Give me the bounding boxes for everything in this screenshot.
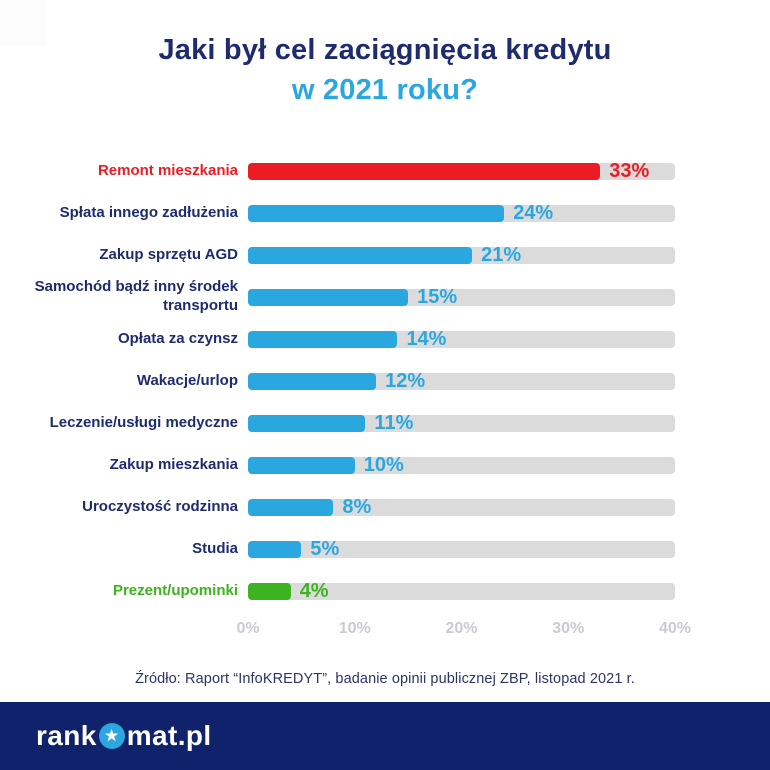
value-label: 21% <box>481 244 522 266</box>
chart-row: Wakacje/urlop 12% <box>0 360 770 402</box>
bar-track-wrap: 24% <box>248 202 675 224</box>
bar <box>248 288 409 306</box>
bar-track: 24% <box>248 202 675 224</box>
chart-row: Studia 5% <box>0 528 770 570</box>
category-label: Zakup mieszkania <box>109 455 238 473</box>
bar <box>248 582 291 600</box>
corner-watermark <box>0 0 46 46</box>
bar-chart: Remont mieszkania 33% Spłata innego zadłuż… <box>0 150 770 642</box>
bar-track: 21% <box>248 244 675 266</box>
value-label: 14% <box>406 328 447 350</box>
bar-track-wrap: 14% <box>248 328 675 350</box>
bar-track: 10% <box>248 454 675 476</box>
title-line-2: w 2021 roku? <box>291 74 479 107</box>
x-axis-tick: 40% <box>658 620 692 637</box>
chart-row: Zakup mieszkania 10% <box>0 444 770 486</box>
category-label: Zakup sprzętu AGD <box>99 245 238 263</box>
bar-track-wrap: 8% <box>248 496 675 518</box>
bar-track-wrap: 11% <box>248 412 675 434</box>
value-label: 4% <box>299 580 329 602</box>
bar <box>248 540 302 558</box>
category-label: Leczenie/usługi medyczne <box>49 413 238 431</box>
value-label: 8% <box>342 496 372 518</box>
value-label: 12% <box>385 370 426 392</box>
footer-bar: rank ★ mat.pl <box>0 702 770 770</box>
bar-track: 5% <box>248 538 675 560</box>
chart-row: Remont mieszkania 33% <box>0 150 770 192</box>
bar <box>248 204 505 222</box>
bar-track-wrap: 12% <box>248 370 675 392</box>
logo-text-prefix: rank <box>36 720 97 751</box>
bar-track: 8% <box>248 496 675 518</box>
chart-row: Samochód bądź inny środek transportu 15% <box>0 276 770 318</box>
value-label: 33% <box>609 160 650 182</box>
x-axis-tick: 0% <box>236 620 260 637</box>
value-label: 11% <box>374 412 414 434</box>
rankomat-logo: rank ★ mat.pl <box>36 720 212 752</box>
bar-track: 11% <box>248 412 675 434</box>
chart-row: Leczenie/usługi medyczne 11% <box>0 402 770 444</box>
category-label: Studia <box>192 539 238 557</box>
source-note: Źródło: Raport “InfoKREDYT”, badanie opi… <box>135 671 635 687</box>
bar-track: 12% <box>248 370 675 392</box>
bar <box>248 414 366 432</box>
bar-track: 14% <box>248 328 675 350</box>
bar-track-wrap: 4% <box>248 580 675 602</box>
category-label: Wakacje/urlop <box>136 371 238 389</box>
bar-track-wrap: 10% <box>248 454 675 476</box>
category-label: Prezent/upominki <box>112 581 238 599</box>
bar-track-wrap: 5% <box>248 538 675 560</box>
logo-text-suffix: mat.pl <box>126 720 212 751</box>
x-axis-tick: 10% <box>338 620 371 637</box>
category-label: Opłata za czynsz <box>117 329 238 347</box>
category-label: Spłata innego zadłużenia <box>59 203 238 221</box>
value-label: 15% <box>417 286 458 308</box>
bar <box>248 330 398 348</box>
bar-track: 33% <box>248 160 675 182</box>
bar-track-wrap: 33% <box>248 160 675 182</box>
x-axis-tick: 30% <box>552 620 585 637</box>
bar-track: 15% <box>248 286 675 308</box>
category-label: Uroczystość rodzinna <box>82 497 238 515</box>
bar <box>248 498 334 516</box>
chart-row: Uroczystość rodzinna 8% <box>0 486 770 528</box>
bar-track-wrap: 15% <box>248 286 675 308</box>
x-axis: 0% 10% 20% 30% 40% <box>236 620 691 642</box>
title-line-1: Jaki był cel zaciągnięcia kredytu <box>158 34 612 66</box>
bar <box>248 246 473 264</box>
value-label: 10% <box>363 454 404 476</box>
category-label: Samochód bądź inny środek transportu <box>34 278 238 314</box>
bar <box>248 456 355 474</box>
bar <box>248 372 377 390</box>
value-label: 24% <box>513 202 554 224</box>
x-axis-tick: 20% <box>445 620 478 637</box>
bar-track-wrap: 21% <box>248 244 675 266</box>
chart-row: Spłata innego zadłużenia 24% <box>0 192 770 234</box>
category-label: Remont mieszkania <box>97 161 238 179</box>
page-title: Jaki był cel zaciągnięcia kredytu w 2021… <box>0 0 770 110</box>
chart-row: Opłata za czynsz 14% <box>0 318 770 360</box>
bar-track: 4% <box>248 580 675 602</box>
chart-row: Prezent/upominki 4% <box>0 570 770 612</box>
chart-row: Zakup sprzętu AGD 21% <box>0 234 770 276</box>
bar <box>248 162 601 180</box>
star-in-circle-icon: ★ <box>98 723 125 749</box>
value-label: 5% <box>310 538 340 560</box>
